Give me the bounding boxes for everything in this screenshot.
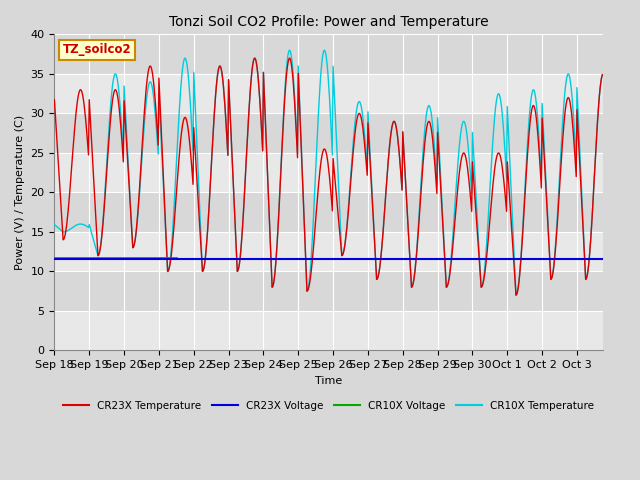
Bar xyxy=(54,311,603,350)
Bar xyxy=(54,232,603,272)
Text: TZ_soilco2: TZ_soilco2 xyxy=(63,43,131,56)
X-axis label: Time: Time xyxy=(315,376,342,386)
Y-axis label: Power (V) / Temperature (C): Power (V) / Temperature (C) xyxy=(15,115,25,270)
Bar xyxy=(54,153,603,192)
Legend: CR23X Temperature, CR23X Voltage, CR10X Voltage, CR10X Temperature: CR23X Temperature, CR23X Voltage, CR10X … xyxy=(59,396,598,415)
Bar xyxy=(54,272,603,311)
Bar xyxy=(54,35,603,74)
Bar xyxy=(54,113,603,153)
Title: Tonzi Soil CO2 Profile: Power and Temperature: Tonzi Soil CO2 Profile: Power and Temper… xyxy=(169,15,488,29)
Bar xyxy=(54,192,603,232)
Bar xyxy=(54,74,603,113)
